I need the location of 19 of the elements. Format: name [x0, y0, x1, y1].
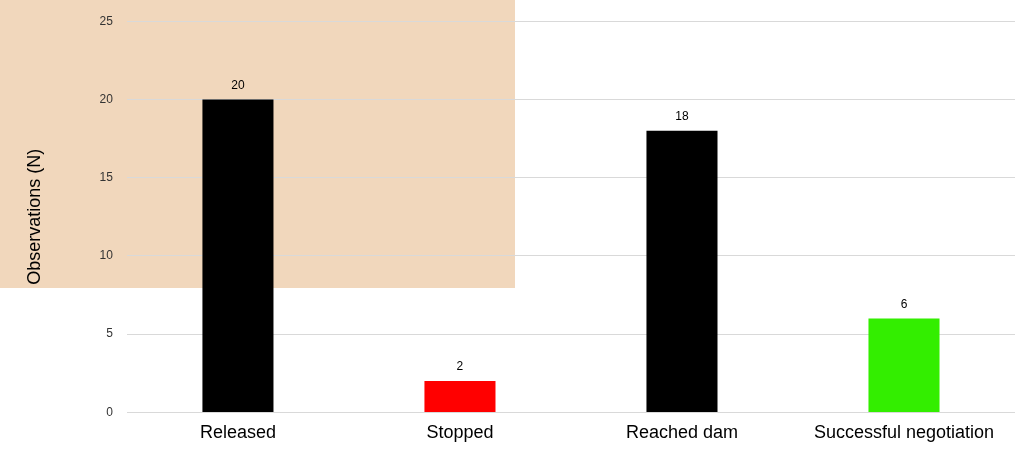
data-label: 20: [231, 77, 245, 92]
x-tick-label: Released: [199, 422, 276, 443]
y-tick-label: 25: [99, 13, 114, 28]
y-tick-label: 20: [99, 91, 114, 106]
data-label: 6: [900, 296, 908, 311]
bar: [202, 99, 274, 412]
bar: [646, 130, 718, 412]
y-tick-label: 0: [106, 404, 114, 419]
y-tick-label: 5: [106, 326, 114, 341]
data-label: 18: [675, 109, 689, 124]
x-tick-label: Reached dam: [625, 422, 739, 443]
bar: [868, 318, 940, 412]
y-axis-title: Observations (N): [23, 148, 44, 285]
data-label: 2: [456, 359, 464, 374]
bar: [424, 381, 496, 412]
y-tick-label: 10: [99, 248, 114, 263]
x-tick-label: Successful negotiation: [813, 422, 995, 443]
y-tick-label: 15: [99, 169, 114, 184]
x-tick-label: Stopped: [426, 422, 494, 443]
